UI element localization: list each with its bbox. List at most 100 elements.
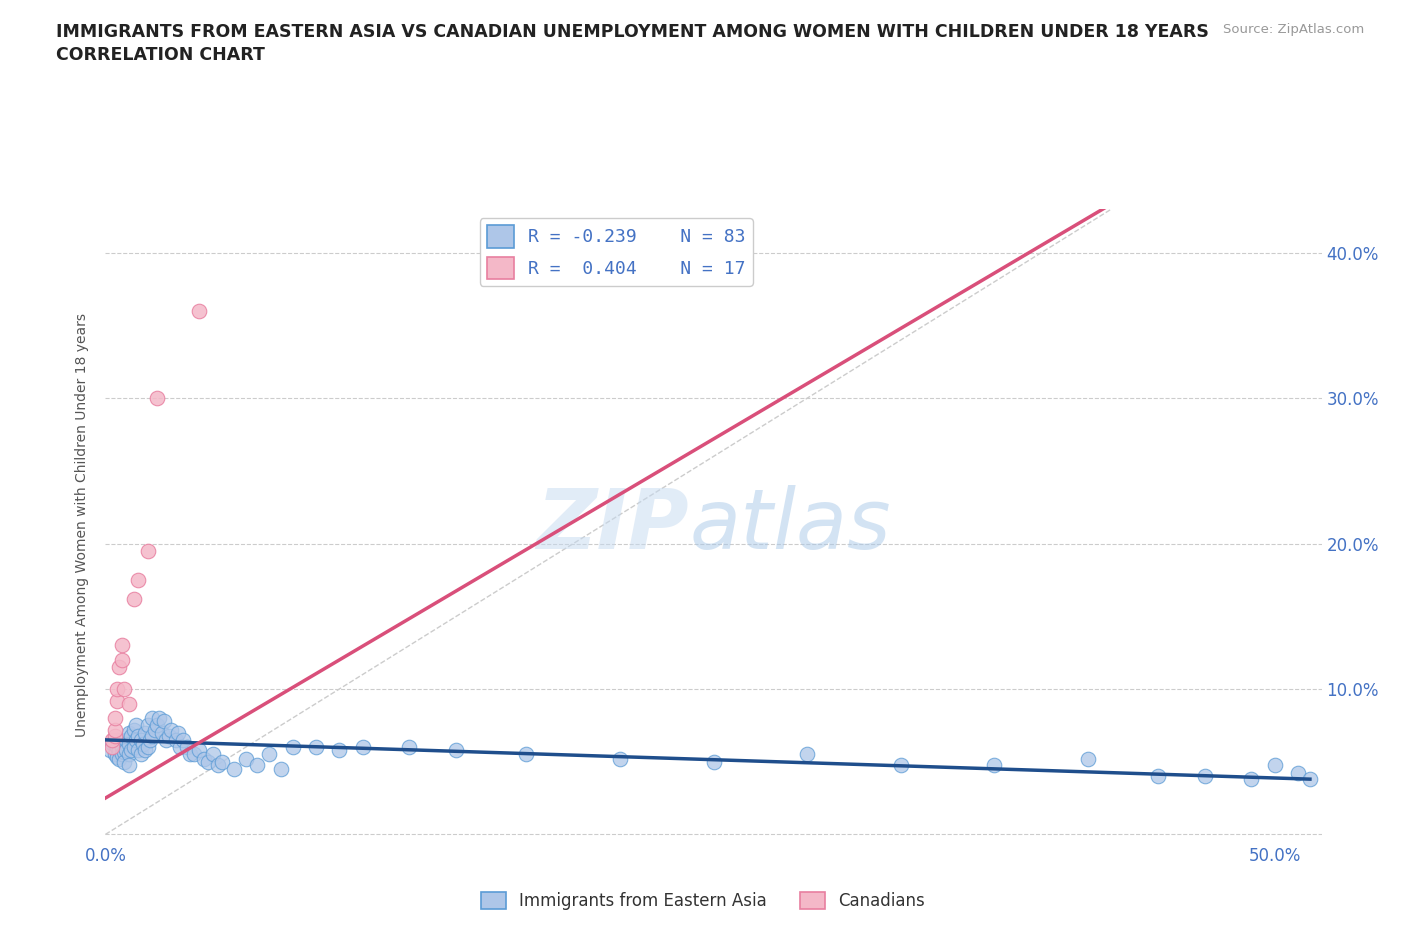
Point [143, 723, 166, 737]
Point [108, 659, 131, 674]
Point [125, 733, 148, 748]
Point [118, 757, 141, 772]
Text: CORRELATION CHART: CORRELATION CHART [56, 46, 266, 64]
Point [796, 747, 818, 762]
Legend: Immigrants from Eastern Asia, Canadians: Immigrants from Eastern Asia, Canadians [474, 885, 932, 917]
Point [169, 739, 191, 754]
Point [1147, 769, 1170, 784]
Point [176, 739, 198, 754]
Point [270, 762, 292, 777]
Point [104, 711, 127, 725]
Point [118, 747, 141, 762]
Point [98, 743, 121, 758]
Point [112, 754, 135, 769]
Point [111, 739, 134, 754]
Point [202, 747, 225, 762]
Point [207, 757, 229, 772]
Point [146, 718, 169, 733]
Point [141, 728, 163, 743]
Point [136, 543, 159, 558]
Point [188, 743, 211, 758]
Point [246, 757, 269, 772]
Point [136, 718, 159, 733]
Point [188, 303, 211, 318]
Text: ZIP: ZIP [537, 485, 689, 566]
Point [115, 733, 138, 748]
Point [105, 739, 128, 754]
Point [609, 751, 631, 766]
Point [105, 750, 128, 764]
Point [983, 757, 1005, 772]
Point [197, 754, 219, 769]
Text: atlas: atlas [689, 485, 891, 566]
Point [160, 723, 183, 737]
Point [1240, 772, 1263, 787]
Point [112, 736, 135, 751]
Point [702, 754, 725, 769]
Point [101, 739, 124, 754]
Point [104, 728, 127, 743]
Point [127, 743, 149, 758]
Point [1077, 751, 1099, 766]
Point [105, 733, 128, 748]
Point [257, 747, 280, 762]
Point [101, 736, 124, 751]
Point [112, 744, 135, 759]
Text: Source: ZipAtlas.com: Source: ZipAtlas.com [1223, 23, 1364, 36]
Point [122, 591, 145, 606]
Point [112, 682, 135, 697]
Point [515, 747, 537, 762]
Point [235, 751, 257, 766]
Point [155, 733, 177, 748]
Point [172, 733, 194, 748]
Point [104, 737, 127, 751]
Point [281, 739, 304, 754]
Point [115, 743, 138, 758]
Point [134, 725, 156, 740]
Point [153, 713, 176, 728]
Point [183, 747, 205, 762]
Point [890, 757, 912, 772]
Point [150, 725, 173, 740]
Point [352, 739, 374, 754]
Point [127, 728, 149, 743]
Point [105, 693, 128, 708]
Point [146, 391, 169, 405]
Point [157, 728, 180, 743]
Point [105, 682, 128, 697]
Point [398, 739, 420, 754]
Legend: R = -0.239    N = 83, R =  0.404    N = 17: R = -0.239 N = 83, R = 0.404 N = 17 [479, 219, 754, 286]
Point [1299, 772, 1322, 787]
Point [211, 754, 233, 769]
Point [222, 762, 245, 777]
Point [148, 711, 170, 725]
Point [129, 747, 152, 762]
Point [127, 573, 149, 588]
Point [118, 696, 141, 711]
Point [101, 733, 124, 748]
Point [111, 653, 134, 668]
Point [305, 739, 328, 754]
Point [125, 718, 148, 733]
Point [165, 733, 187, 748]
Point [141, 711, 163, 725]
Point [446, 743, 468, 758]
Point [136, 739, 159, 754]
Point [104, 723, 127, 737]
Point [108, 743, 131, 758]
Point [111, 638, 134, 653]
Point [122, 723, 145, 737]
Point [1286, 766, 1309, 781]
Point [122, 739, 145, 754]
Point [104, 747, 127, 762]
Point [129, 733, 152, 748]
Point [132, 737, 155, 751]
Text: IMMIGRANTS FROM EASTERN ASIA VS CANADIAN UNEMPLOYMENT AMONG WOMEN WITH CHILDREN : IMMIGRANTS FROM EASTERN ASIA VS CANADIAN… [56, 23, 1209, 41]
Point [328, 743, 350, 758]
Point [139, 733, 162, 748]
Y-axis label: Unemployment Among Women with Children Under 18 years: Unemployment Among Women with Children U… [76, 313, 90, 737]
Point [1194, 769, 1216, 784]
Point [120, 728, 142, 743]
Point [118, 725, 141, 740]
Point [167, 725, 190, 740]
